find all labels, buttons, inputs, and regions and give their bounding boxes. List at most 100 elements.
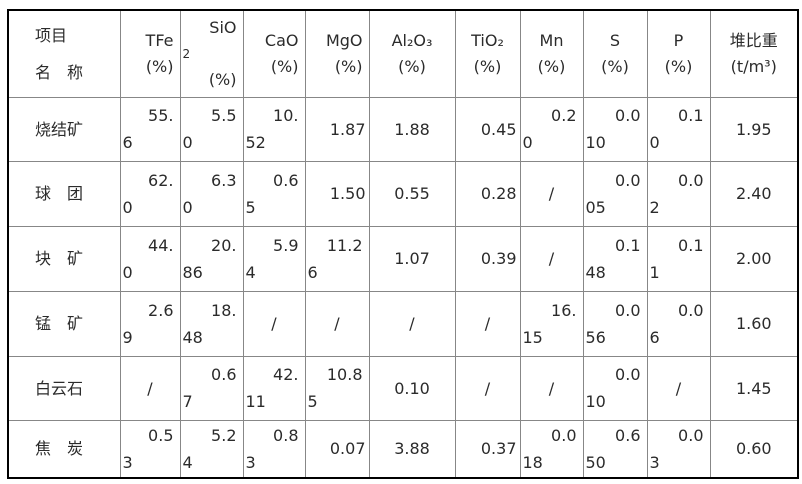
header-cell-s: S (%) (582, 9, 648, 98)
cell-text-line: 42. (273, 365, 299, 384)
cell-mgo: 0.07 (304, 419, 370, 479)
cell-text-line: / (147, 378, 153, 398)
header-cell-sio2: SiO 2 (%) (179, 9, 244, 98)
cell-bulk_density: 1.45 (709, 355, 799, 421)
cell-text-line: 48 (182, 327, 203, 347)
row-label-text: 块 矿 (35, 249, 84, 268)
cell-mn: 16. 15 (519, 290, 584, 357)
cell-mgo: 11.2 6 (304, 225, 370, 292)
cell-s: 0.0 10 (582, 96, 648, 162)
cell-text-line: 3 (245, 452, 256, 472)
cell-text-line: 0 (122, 197, 133, 217)
cell-text-line: 0.1 (615, 235, 641, 255)
cell-s: 0.6 50 (582, 419, 648, 479)
cell-s: 0.0 05 (582, 160, 648, 227)
cell-tfe: 62. 0 (119, 160, 181, 227)
cell-text-line: 10 (585, 133, 606, 152)
cell-text-line: (%) (473, 56, 502, 76)
table-row: 块 矿 44. 0 20. 86 5.9 4 11.2 6 1.07 0.39/0.1 48 0.1 1 2… (7, 225, 799, 292)
row-label-name: 焦 炭 (7, 419, 121, 479)
cell-text-line: 05 (585, 197, 606, 217)
cell-text-line: 0.0 (615, 106, 641, 125)
cell-text-line: 2.00 (735, 249, 772, 268)
cell-text-line: 10.8 (326, 365, 363, 384)
cell-text-line: TiO₂ (471, 30, 504, 50)
cell-text-line: 6 (122, 133, 133, 152)
cell-text-line: 4 (182, 452, 193, 472)
header-cell-tfe: TFe (%) (119, 9, 181, 98)
cell-text-line: 56 (585, 327, 606, 347)
table-header: 项目名 称 TFe (%) SiO 2 (%) CaO (%) MgO (%) Al₂O₃ (%) Ti… (7, 9, 799, 98)
header-cell-p: P (%) (646, 9, 711, 98)
cell-text-line: Mn (539, 30, 564, 50)
cell-text-line: 0.0 (615, 365, 641, 384)
cell-bulk_density: 2.40 (709, 160, 799, 227)
table-row: 白云石/0.6 7 42. 11 10.8 5 0.10//0.0 10/1.45 (7, 355, 799, 421)
cell-text-line: 18. (211, 300, 237, 320)
cell-text-line: 0.8 (273, 425, 299, 445)
cell-tio2: 0.45 (454, 96, 521, 162)
header-cell-name: 项目名 称 (7, 9, 121, 98)
cell-text-line: / (334, 314, 340, 333)
cell-al2o3: 0.55 (368, 160, 456, 227)
cell-sio2: 0.6 7 (179, 355, 244, 421)
cell-text-line: 0.45 (480, 119, 517, 139)
row-label-text: 焦 炭 (35, 439, 84, 459)
cell-text-line: CaO (264, 30, 299, 50)
cell-bulk_density: 0.60 (709, 419, 799, 479)
cell-text-line: 0.2 (551, 106, 577, 125)
cell-p: 0.1 0 (646, 96, 711, 162)
cell-text-line: 名 称 (35, 62, 84, 82)
cell-text-line: 2 (649, 197, 660, 217)
cell-cao: 42. 11 (242, 355, 306, 421)
cell-text-line: 11 (245, 392, 266, 411)
cell-text-line: 0.60 (735, 439, 772, 459)
cell-text-line: 0.28 (480, 184, 517, 203)
cell-text-line: (t/m³) (730, 56, 777, 76)
cell-text-line: / (548, 249, 555, 268)
cell-text-line: 44. (148, 235, 174, 255)
cell-text-line: 18 (522, 452, 543, 472)
cell-text-line: 3.88 (394, 439, 430, 459)
cell-tio2: 0.37 (454, 419, 521, 479)
cell-sio2: 5.5 0 (179, 96, 244, 162)
cell-mn: 0.2 0 (519, 96, 584, 162)
table-row: 锰 矿 2.6 9 18. 48// //16. 15 0.0 56 0.0 6 1.60 (7, 290, 799, 357)
cell-text-line: 15 (522, 327, 543, 347)
cell-cao: / (242, 290, 306, 357)
cell-text-line: 0.6 (273, 170, 299, 190)
cell-s: 0.1 48 (582, 225, 648, 292)
cell-sio2: 6.3 0 (179, 160, 244, 227)
cell-cao: 10. 52 (242, 96, 306, 162)
cell-text-line: (%) (664, 56, 693, 76)
table-row: 焦 炭 0.5 3 5.2 4 0.8 3 0.07 3.88 0.37 0.0 18 0.6 50 0.0… (7, 419, 799, 479)
cell-mgo: / (304, 290, 370, 357)
header-cell-al2o3: Al₂O₃ (%) (368, 9, 456, 98)
cell-text-line: 0.0 (678, 425, 704, 445)
table-body: 烧结矿 55. 6 5.5 0 10. 52 1.87 1.88 0.45 0.2 0 0.0 10 0.1… (7, 96, 799, 479)
header-cell-mgo: MgO (%) (304, 9, 370, 98)
cell-text-line: 0.0 (551, 425, 577, 445)
cell-text-line: 0.0 (615, 300, 641, 320)
cell-text-line: MgO (325, 30, 363, 50)
document-page: 项目名 称 TFe (%) SiO 2 (%) CaO (%) MgO (%) Al₂O₃ (%) Ti… (7, 9, 799, 479)
row-label-name: 白云石 (7, 355, 121, 421)
cell-tfe: 44. 0 (119, 225, 181, 292)
cell-mgo: 1.87 (304, 96, 370, 162)
cell-text-line: / (484, 314, 491, 333)
cell-text-line: (%) (398, 56, 426, 76)
header-cell-mn: Mn (%) (519, 9, 584, 98)
cell-mn: / (519, 160, 584, 227)
cell-text-line: 0.10 (394, 378, 430, 398)
cell-text-line: / (548, 184, 555, 203)
cell-tio2: 0.28 (454, 160, 521, 227)
cell-text-line: 0.5 (148, 425, 174, 445)
cell-text-line: 9 (122, 327, 133, 347)
row-label-text: 白云石 (35, 378, 84, 398)
cell-text-line: (%) (601, 56, 629, 76)
cell-text-line: (%) (208, 69, 237, 89)
cell-text-line: 0 (182, 197, 193, 217)
cell-text-line: 11.2 (326, 235, 363, 255)
cell-bulk_density: 1.60 (709, 290, 799, 357)
cell-text-line: 0.39 (480, 249, 517, 268)
